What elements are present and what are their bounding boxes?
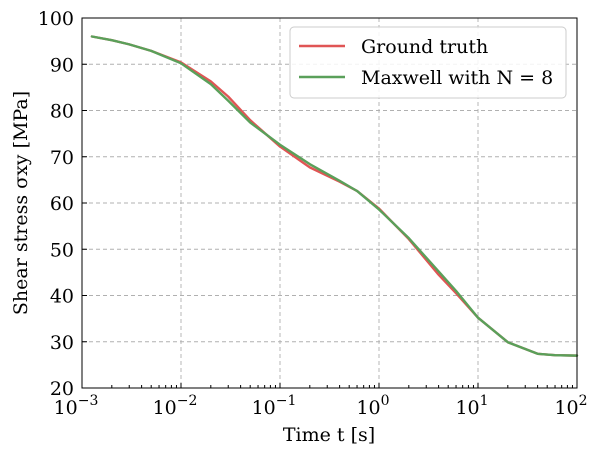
series-maxwell	[90, 35, 579, 357]
x-tick-base: 10	[252, 397, 276, 419]
y-tick-label: 60	[50, 193, 74, 215]
x-tick-exponent: −1	[276, 393, 297, 409]
x-tick-base: 10	[54, 397, 78, 419]
legend-label-maxwell: Maxwell with N = 8	[361, 67, 553, 89]
x-tick-exponent: 2	[579, 393, 588, 409]
y-tick-labels: 20 30 40 50 60 70 80 90 100	[38, 8, 74, 400]
x-tick-label: 10−1	[252, 393, 297, 419]
x-tick-label: 10−2	[153, 393, 198, 419]
x-tick-base: 10	[554, 397, 578, 419]
y-tick-label: 70	[50, 147, 74, 169]
legend: Ground truth Maxwell with N = 8	[289, 26, 567, 99]
x-axis-label: Time t [s]	[283, 424, 375, 446]
x-tick-exponent: 1	[480, 393, 489, 409]
y-tick-label: 50	[50, 239, 74, 261]
x-tick-label: 102	[554, 393, 587, 419]
series-lines	[90, 35, 579, 357]
tick-marks	[81, 17, 578, 389]
y-tick-label: 30	[50, 332, 74, 354]
y-tick-label: 80	[50, 101, 74, 123]
legend-label-ground-truth: Ground truth	[361, 36, 488, 58]
x-tick-exponent: −3	[78, 393, 99, 409]
y-tick-label: 40	[50, 286, 74, 308]
legend-box	[289, 26, 567, 99]
x-tick-base: 10	[356, 397, 380, 419]
x-tick-base: 10	[455, 397, 479, 419]
x-tick-exponent: −2	[177, 393, 198, 409]
y-tick-label: 20	[50, 378, 74, 400]
y-tick-label: 100	[38, 8, 74, 30]
x-tick-base: 10	[153, 397, 177, 419]
x-tick-exponent: 0	[381, 393, 390, 409]
x-tick-label: 101	[455, 393, 488, 419]
x-tick-label: 100	[356, 393, 389, 419]
y-axis-label: Shear stress σxy [MPa]	[10, 91, 32, 315]
x-tick-label: 10−3	[54, 393, 99, 419]
x-tick-labels: 10−3 10−2 10−1 100 101 102	[54, 393, 588, 419]
y-tick-label: 90	[50, 54, 74, 76]
